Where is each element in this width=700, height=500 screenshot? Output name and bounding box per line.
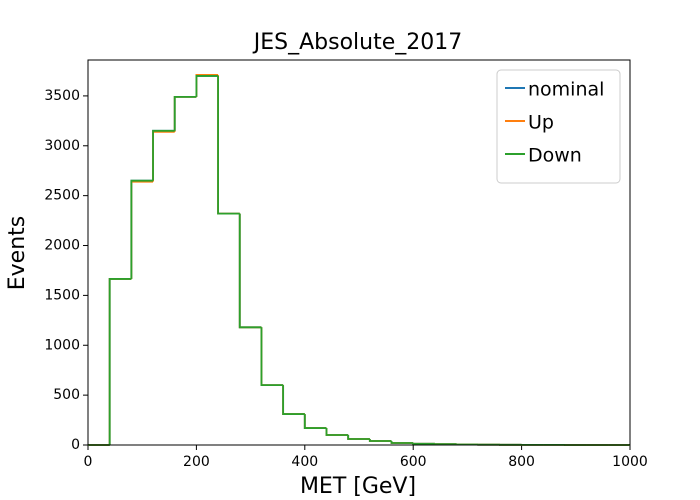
histogram-step (173, 96, 197, 131)
histogram-step (412, 442, 435, 445)
x-tick-label: 800 (508, 454, 535, 470)
y-tick-label: 1500 (44, 287, 80, 303)
histogram-step (195, 75, 219, 97)
histogram-step (238, 213, 262, 329)
histogram-step (325, 428, 349, 436)
y-tick-label: 2500 (44, 188, 80, 204)
legend-box (496, 69, 621, 184)
x-tick-label: 600 (400, 454, 427, 470)
x-tick-label: 0 (84, 454, 93, 470)
histogram-step (260, 327, 284, 387)
y-tick-label: 3000 (44, 138, 80, 154)
histogram-step (108, 278, 132, 445)
y-tick-label: 0 (71, 437, 80, 453)
histogram-step (347, 435, 370, 440)
x-tick-label: 1000 (612, 454, 648, 470)
x-tick-label: 400 (291, 454, 318, 470)
y-tick-label: 2000 (44, 238, 80, 254)
histogram-step (217, 75, 240, 215)
legend-label: Up (528, 112, 554, 134)
histogram-step (152, 129, 175, 181)
histogram-step (130, 179, 154, 279)
histogram-step (303, 414, 327, 429)
y-axis-label: Events (5, 216, 30, 291)
x-axis-label: MET [GeV] (300, 474, 416, 499)
legend-label: nominal (528, 79, 604, 101)
legend-label: Down (528, 145, 582, 167)
y-tick-label: 500 (53, 387, 80, 403)
histogram-step (282, 385, 305, 415)
chart-title: JES_Absolute_2017 (252, 30, 463, 55)
y-tick-label: 3500 (44, 88, 80, 104)
y-tick-label: 1000 (44, 337, 80, 353)
plot-frame (87, 59, 631, 446)
histogram-step (368, 439, 392, 442)
x-tick-label: 200 (183, 454, 210, 470)
histogram-step (390, 441, 414, 444)
